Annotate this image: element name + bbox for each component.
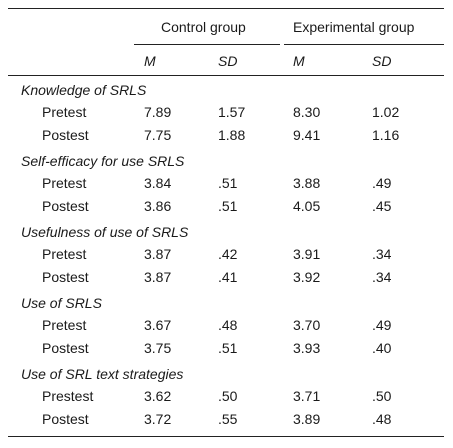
experimental-sd: .48: [372, 411, 392, 427]
control-sd: .51: [218, 175, 238, 191]
row-label: Pretest: [42, 104, 87, 120]
control-m: 7.75: [144, 127, 172, 143]
control-m: 3.86: [144, 198, 172, 214]
control-m: 3.87: [144, 269, 172, 285]
section-title: Use of SRL text strategies: [21, 366, 184, 382]
control-sd: .51: [218, 198, 238, 214]
experimental-sd: 1.02: [372, 104, 400, 120]
control-m: 3.72: [144, 411, 172, 427]
table-row: Pretest 3.67 .48 3.70 .49: [0, 315, 453, 335]
control-m: 3.75: [144, 340, 172, 356]
row-label: Postest: [42, 127, 89, 143]
control-m: 3.67: [144, 317, 172, 333]
header-control-sd: SD: [218, 53, 238, 69]
row-label: Pretest: [42, 246, 87, 262]
row-label: Pretest: [42, 175, 87, 191]
experimental-m: 3.70: [293, 317, 321, 333]
control-m: 7.89: [144, 104, 172, 120]
row-label: Prestest: [42, 388, 94, 404]
table-top-rule: [8, 8, 444, 9]
header-experimental-sd: SD: [372, 53, 392, 69]
experimental-sd: .50: [372, 388, 392, 404]
header-bottom-rule: [8, 75, 444, 76]
stat-header-row: M SD M SD: [0, 51, 453, 71]
section-title: Knowledge of SRLS: [21, 82, 147, 98]
experimental-m: 3.88: [293, 175, 321, 191]
row-label: Pretest: [42, 317, 87, 333]
experimental-m: 3.71: [293, 388, 321, 404]
experimental-m: 4.05: [293, 198, 321, 214]
control-sd: .50: [218, 388, 238, 404]
control-m: 3.84: [144, 175, 172, 191]
experimental-m: 3.92: [293, 269, 321, 285]
table-row: Pretest 3.87 .42 3.91 .34: [0, 244, 453, 264]
experimental-sd: .40: [372, 340, 392, 356]
table-bottom-rule: [8, 436, 444, 437]
control-sd: 1.57: [218, 104, 246, 120]
row-label: Postest: [42, 269, 89, 285]
section-title: Usefulness of use of SRLS: [21, 224, 189, 240]
header-experimental-m: M: [293, 53, 305, 69]
experimental-sd: .34: [372, 269, 392, 285]
table-row: Postest 3.75 .51 3.93 .40: [0, 338, 453, 358]
control-m: 3.87: [144, 246, 172, 262]
control-sd: .51: [218, 340, 238, 356]
table-row: Prestest 3.62 .50 3.71 .50: [0, 386, 453, 406]
row-label: Postest: [42, 198, 89, 214]
experimental-m: 3.93: [293, 340, 321, 356]
header-control-m: M: [144, 53, 156, 69]
experimental-group-underline: [284, 44, 444, 45]
control-sd: .42: [218, 246, 238, 262]
section-title: Self-efficacy for use SRLS: [21, 153, 185, 169]
section-title: Use of SRLS: [21, 295, 102, 311]
experimental-sd: .49: [372, 175, 392, 191]
table-row: Pretest 3.84 .51 3.88 .49: [0, 173, 453, 193]
experimental-sd: .45: [372, 198, 392, 214]
control-sd: .55: [218, 411, 238, 427]
experimental-m: 3.91: [293, 246, 321, 262]
header-control-group: Control group: [161, 19, 246, 35]
table-row: Postest 3.87 .41 3.92 .34: [0, 267, 453, 287]
header-experimental-group: Experimental group: [293, 19, 415, 35]
row-label: Postest: [42, 411, 89, 427]
experimental-m: 9.41: [293, 127, 321, 143]
experimental-sd: .49: [372, 317, 392, 333]
table-row: Postest 3.72 .55 3.89 .48: [0, 409, 453, 429]
experimental-m: 3.89: [293, 411, 321, 427]
experimental-m: 8.30: [293, 104, 321, 120]
experimental-sd: 1.16: [372, 127, 400, 143]
control-group-underline: [134, 44, 280, 45]
control-sd: .48: [218, 317, 238, 333]
table-row: Postest 3.86 .51 4.05 .45: [0, 196, 453, 216]
control-m: 3.62: [144, 388, 172, 404]
table-row: Postest 7.75 1.88 9.41 1.16: [0, 125, 453, 145]
control-sd: 1.88: [218, 127, 246, 143]
control-sd: .41: [218, 269, 238, 285]
experimental-sd: .34: [372, 246, 392, 262]
table-row: Pretest 7.89 1.57 8.30 1.02: [0, 102, 453, 122]
row-label: Postest: [42, 340, 89, 356]
